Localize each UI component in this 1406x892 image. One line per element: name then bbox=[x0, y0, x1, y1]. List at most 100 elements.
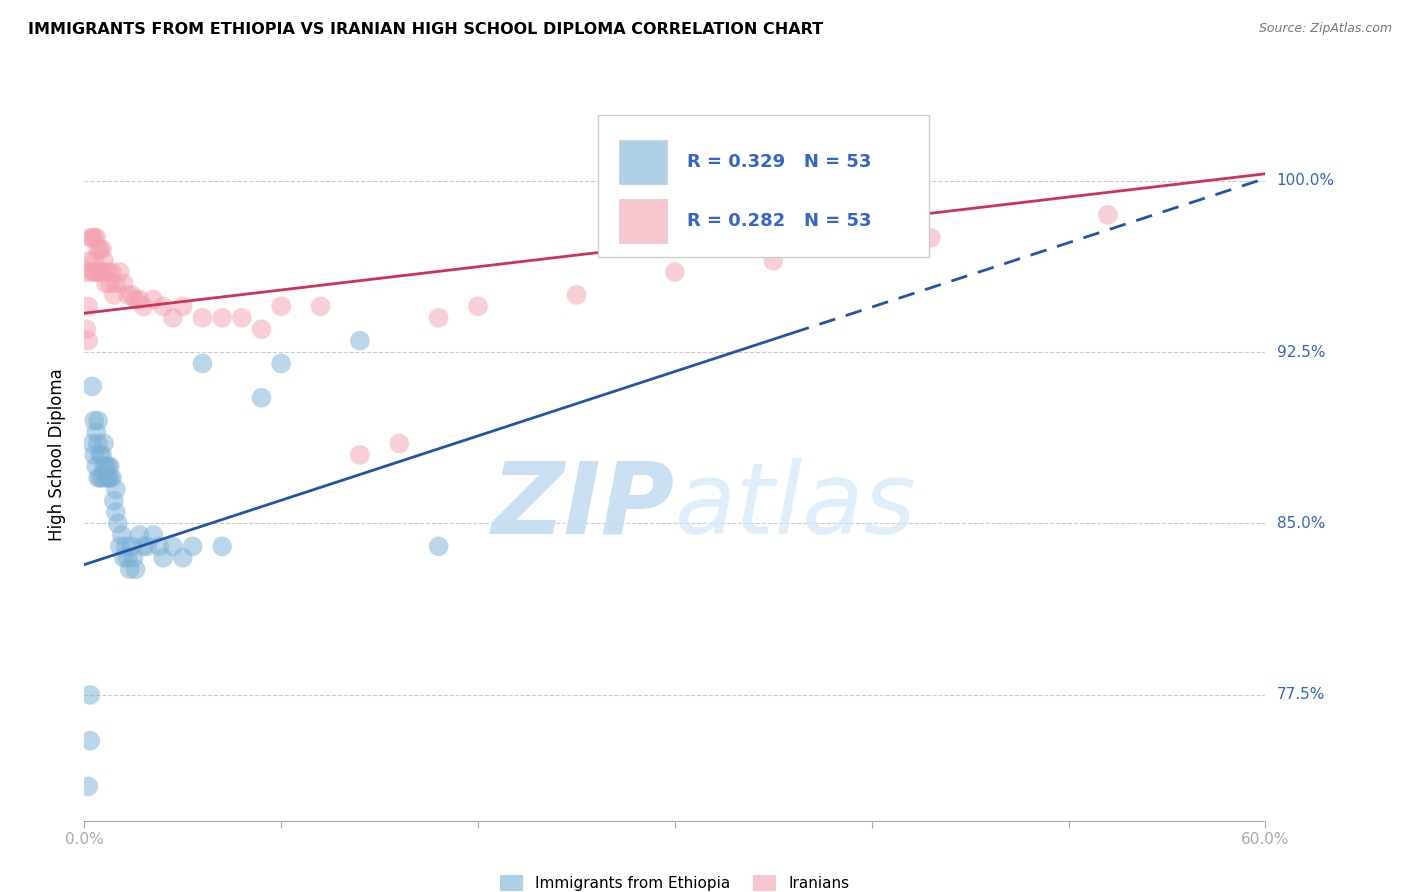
Y-axis label: High School Diploma: High School Diploma bbox=[48, 368, 66, 541]
Point bbox=[114, 540, 136, 554]
Point bbox=[104, 277, 127, 291]
Point bbox=[388, 436, 411, 450]
Text: ZIP: ZIP bbox=[492, 458, 675, 555]
Point bbox=[77, 334, 100, 348]
Point bbox=[270, 356, 292, 370]
Point bbox=[94, 459, 117, 474]
Point bbox=[79, 733, 101, 747]
Point bbox=[87, 436, 110, 450]
Point bbox=[83, 414, 105, 428]
Point bbox=[124, 562, 146, 576]
Point bbox=[118, 562, 141, 576]
Point bbox=[104, 482, 127, 496]
Point bbox=[111, 528, 134, 542]
Point bbox=[108, 265, 131, 279]
Point bbox=[250, 322, 273, 336]
Point bbox=[136, 540, 159, 554]
Point bbox=[427, 310, 450, 325]
Point bbox=[124, 293, 146, 307]
Point bbox=[79, 231, 101, 245]
Point bbox=[91, 471, 114, 485]
Point bbox=[162, 310, 184, 325]
Point bbox=[565, 288, 588, 302]
Point bbox=[664, 265, 686, 279]
Text: 100.0%: 100.0% bbox=[1277, 173, 1334, 188]
Point bbox=[93, 459, 115, 474]
Point bbox=[75, 322, 97, 336]
Point bbox=[107, 516, 129, 531]
Point bbox=[101, 471, 124, 485]
Point bbox=[83, 231, 105, 245]
Point bbox=[98, 471, 121, 485]
Point bbox=[79, 688, 101, 702]
Point bbox=[132, 299, 155, 313]
Point bbox=[152, 299, 174, 313]
Point bbox=[93, 253, 115, 268]
Point bbox=[82, 436, 104, 450]
Point bbox=[112, 550, 135, 565]
Point bbox=[1097, 208, 1119, 222]
Point bbox=[103, 493, 125, 508]
Point bbox=[93, 436, 115, 450]
Point bbox=[128, 528, 150, 542]
Point bbox=[309, 299, 332, 313]
Point bbox=[920, 231, 942, 245]
Point bbox=[93, 265, 115, 279]
Point bbox=[103, 288, 125, 302]
Point bbox=[87, 242, 110, 256]
Point bbox=[231, 310, 253, 325]
Point bbox=[87, 265, 110, 279]
Point bbox=[97, 459, 120, 474]
Point bbox=[94, 471, 117, 485]
Point bbox=[87, 471, 110, 485]
Point bbox=[270, 299, 292, 313]
Point bbox=[349, 334, 371, 348]
Point bbox=[82, 379, 104, 393]
Point bbox=[191, 310, 214, 325]
Point bbox=[172, 550, 194, 565]
Point bbox=[91, 448, 114, 462]
Point bbox=[132, 540, 155, 554]
Point bbox=[172, 299, 194, 313]
Point bbox=[89, 471, 111, 485]
Text: Source: ZipAtlas.com: Source: ZipAtlas.com bbox=[1258, 22, 1392, 36]
Point bbox=[82, 265, 104, 279]
Text: 92.5%: 92.5% bbox=[1277, 344, 1324, 359]
Point bbox=[98, 459, 121, 474]
Text: R = 0.282   N = 53: R = 0.282 N = 53 bbox=[686, 212, 872, 230]
Legend: Immigrants from Ethiopia, Iranians: Immigrants from Ethiopia, Iranians bbox=[494, 869, 856, 892]
Text: atlas: atlas bbox=[675, 458, 917, 555]
Point bbox=[89, 242, 111, 256]
Point bbox=[117, 288, 139, 302]
Point bbox=[121, 288, 143, 302]
Text: 77.5%: 77.5% bbox=[1277, 688, 1324, 702]
Bar bbox=[620, 140, 666, 185]
Point bbox=[97, 265, 120, 279]
Point bbox=[112, 277, 135, 291]
Point bbox=[117, 550, 139, 565]
Text: IMMIGRANTS FROM ETHIOPIA VS IRANIAN HIGH SCHOOL DIPLOMA CORRELATION CHART: IMMIGRANTS FROM ETHIOPIA VS IRANIAN HIGH… bbox=[28, 22, 824, 37]
Point bbox=[148, 540, 170, 554]
Point bbox=[83, 448, 105, 462]
Bar bbox=[620, 199, 666, 243]
Point bbox=[101, 265, 124, 279]
Point bbox=[97, 471, 120, 485]
Point bbox=[87, 414, 110, 428]
Point bbox=[191, 356, 214, 370]
Point bbox=[142, 528, 165, 542]
Point bbox=[84, 231, 107, 245]
Point bbox=[427, 540, 450, 554]
Point bbox=[104, 505, 127, 519]
Point bbox=[77, 780, 100, 794]
Point bbox=[250, 391, 273, 405]
Point bbox=[84, 425, 107, 439]
Point bbox=[211, 310, 233, 325]
FancyBboxPatch shape bbox=[598, 115, 929, 258]
Point bbox=[91, 265, 114, 279]
Point bbox=[84, 265, 107, 279]
Point bbox=[211, 540, 233, 554]
Point bbox=[89, 448, 111, 462]
Point bbox=[122, 550, 145, 565]
Point bbox=[98, 277, 121, 291]
Point bbox=[91, 242, 114, 256]
